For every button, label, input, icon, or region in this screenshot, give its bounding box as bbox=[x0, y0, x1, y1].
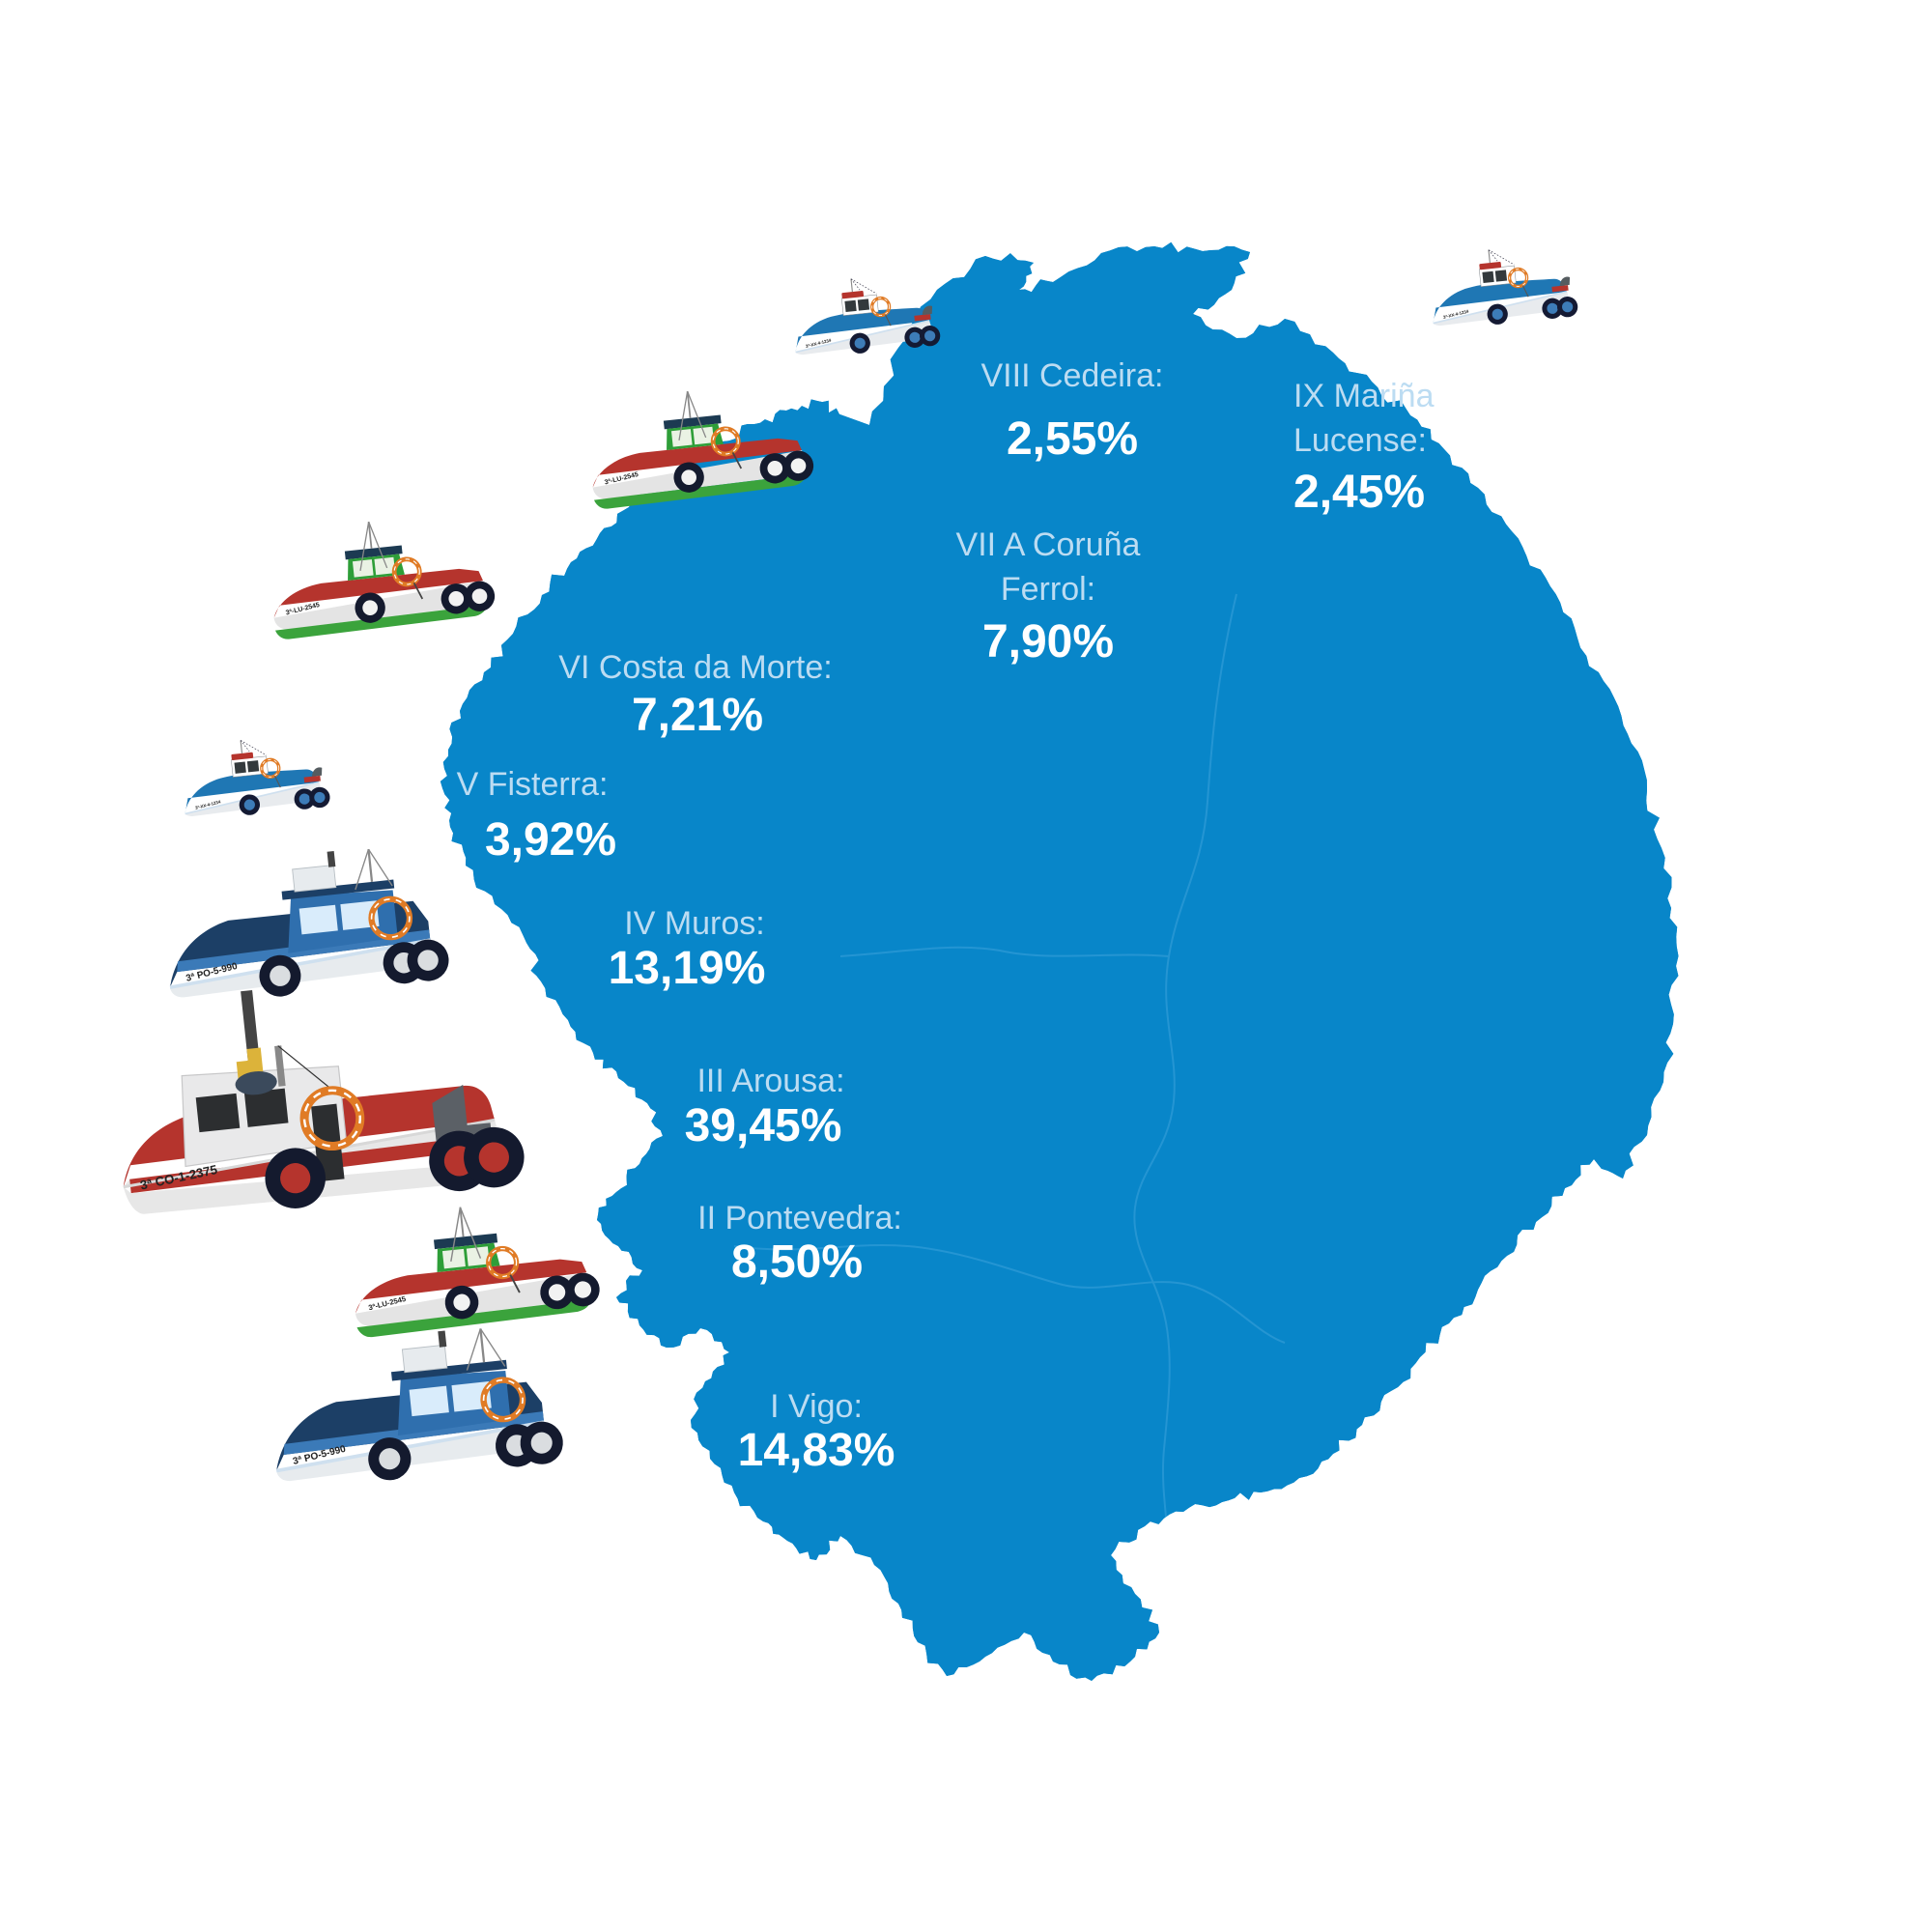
svg-text:Ferrol:: Ferrol: bbox=[1001, 571, 1095, 608]
svg-text:39,45%: 39,45% bbox=[685, 1100, 842, 1151]
svg-text:IV Muros:: IV Muros: bbox=[624, 905, 764, 942]
svg-text:3,92%: 3,92% bbox=[485, 814, 616, 866]
svg-text:V Fisterra:: V Fisterra: bbox=[457, 766, 609, 803]
svg-text:2,45%: 2,45% bbox=[1293, 467, 1425, 518]
svg-text:IX Mariña: IX Mariña bbox=[1293, 378, 1435, 414]
svg-text:II Pontevedra:: II Pontevedra: bbox=[697, 1200, 902, 1236]
svg-text:13,19%: 13,19% bbox=[609, 943, 766, 994]
svg-text:7,21%: 7,21% bbox=[632, 690, 763, 741]
svg-text:VI Costa da Morte:: VI Costa da Morte: bbox=[558, 649, 832, 686]
svg-text:14,83%: 14,83% bbox=[738, 1425, 895, 1476]
svg-text:Lucense:: Lucense: bbox=[1293, 422, 1427, 459]
svg-text:III Arousa:: III Arousa: bbox=[696, 1063, 844, 1099]
svg-text:2,55%: 2,55% bbox=[1007, 413, 1138, 465]
svg-text:8,50%: 8,50% bbox=[731, 1236, 863, 1288]
svg-text:VIII Cedeira:: VIII Cedeira: bbox=[981, 357, 1164, 394]
svg-text:VII A Coruña: VII A Coruña bbox=[956, 526, 1141, 563]
svg-text:I Vigo:: I Vigo: bbox=[770, 1388, 863, 1425]
svg-text:7,90%: 7,90% bbox=[982, 616, 1114, 668]
